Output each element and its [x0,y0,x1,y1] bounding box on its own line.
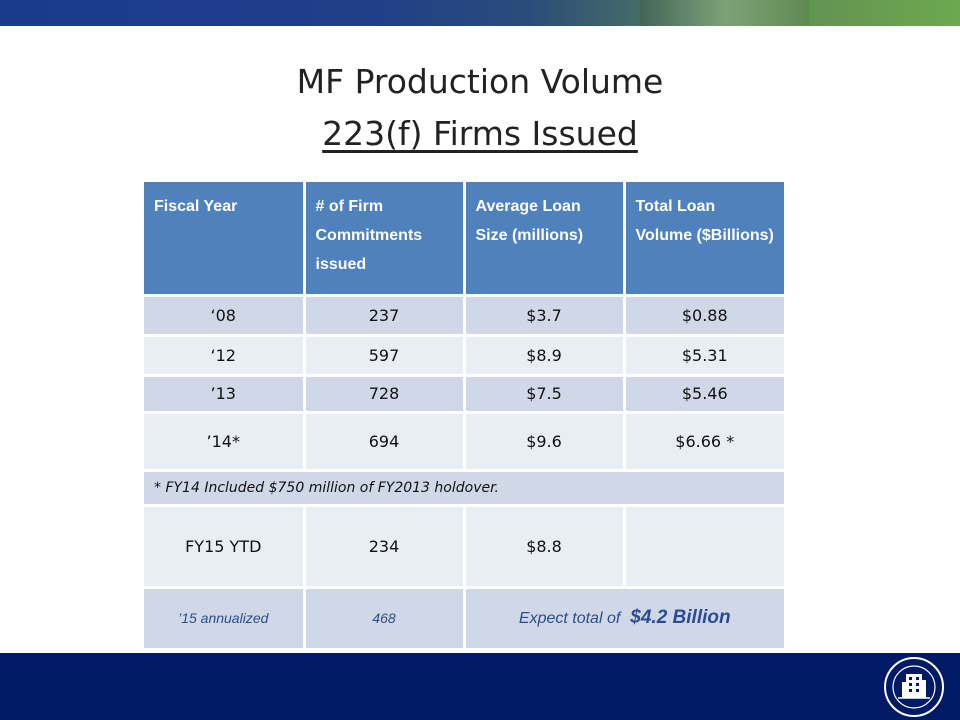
table-header-row: Fiscal Year # of Firm Commitments issued… [144,182,784,297]
hud-seal-icon [884,657,944,717]
cell-fiscal-year: ’13 [144,375,306,414]
bottom-decorative-band [0,653,960,720]
cell-fiscal-year: FY15 YTD [144,505,306,589]
cell-total-volume: $5.31 [624,335,784,377]
table-row: ’13 728 $7.5 $5.46 [144,375,784,414]
cell-fiscal-year: ‘08 [144,295,306,337]
cell-total-volume: $5.46 [624,375,784,414]
cell-total-volume: $0.88 [624,295,784,337]
header-average-loan-size: Average Loan Size (millions) [464,182,626,297]
header-firm-commitments: # of Firm Commitments issued [304,182,466,297]
table-footnote: * FY14 Included $750 million of FY2013 h… [144,470,784,507]
cell-average-loan: $7.5 [464,375,626,414]
cell-commitments: 597 [304,335,466,377]
expect-value: $4.2 Billion [630,607,731,628]
slide-title: MF Production Volume [296,62,664,101]
header-total-loan-volume: Total Loan Volume ($Billions) [624,182,784,297]
cell-fiscal-year: ’14* [144,412,306,472]
header-fiscal-year: Fiscal Year [144,182,306,297]
cell-average-loan: $8.8 [464,505,626,589]
table-row: ’14* 694 $9.6 $6.66 * [144,412,784,472]
cell-annualized-year: ’15 annualized [144,587,306,651]
cell-commitments: 234 [304,505,466,589]
header-photo-strip [640,0,810,26]
cell-average-loan: $3.7 [464,295,626,337]
cell-commitments: 728 [304,375,466,414]
cell-fiscal-year: ‘12 [144,335,306,377]
cell-average-loan: $8.9 [464,335,626,377]
ytd-row: FY15 YTD 234 $8.8 [144,505,784,589]
top-decorative-band [0,0,960,26]
cell-commitments: 694 [304,412,466,472]
cell-annualized-count: 468 [304,587,466,651]
cell-total-volume: $6.66 * [624,412,784,472]
cell-total-volume [624,505,784,589]
cell-commitments: 237 [304,295,466,337]
expect-label: Expect total of [518,610,621,627]
table-row: ‘08 237 $3.7 $0.88 [144,295,784,337]
table-row: ‘12 597 $8.9 $5.31 [144,335,784,377]
cell-expected-total: Expect total of $4.2 Billion [464,587,784,651]
production-volume-table: Fiscal Year # of Firm Commitments issued… [144,182,784,651]
annualized-row: ’15 annualized 468 Expect total of $4.2 B… [144,587,784,651]
cell-average-loan: $9.6 [464,412,626,472]
footnote-row: * FY14 Included $750 million of FY2013 h… [144,470,784,507]
slide-subtitle: 223(f) Firms Issued [322,114,638,153]
